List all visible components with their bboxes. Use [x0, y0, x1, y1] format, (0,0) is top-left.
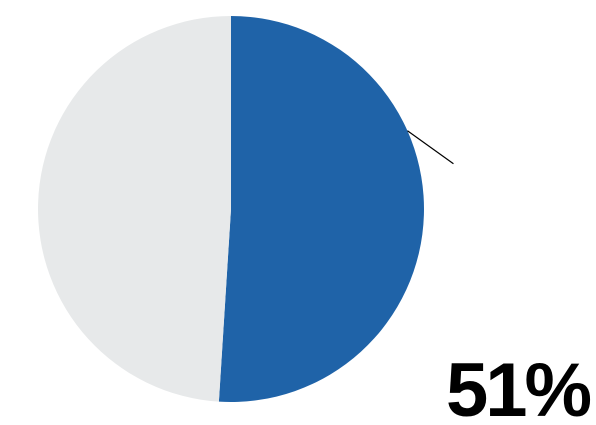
slice-percent-label: 51%: [446, 348, 591, 425]
pie-slice-1: [38, 16, 232, 402]
annotation-leader-line: [407, 130, 454, 165]
pie-slices: [38, 16, 425, 403]
pie-slice-0: [218, 16, 425, 403]
